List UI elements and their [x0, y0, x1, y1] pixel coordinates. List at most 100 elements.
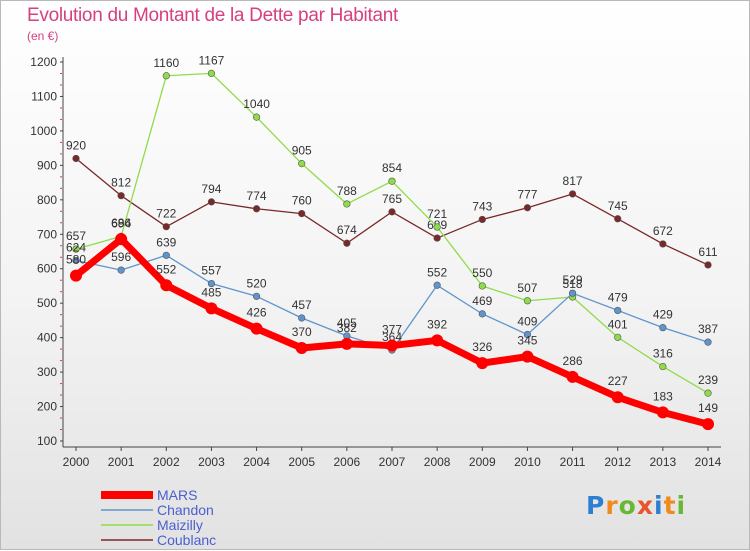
- data-point-chandon: [523, 330, 532, 339]
- x-tick-label: 2014: [695, 455, 722, 469]
- data-label-chandon: 429: [653, 308, 673, 322]
- y-tick-label: 500: [37, 296, 57, 310]
- x-tick-label: 2011: [560, 455, 586, 469]
- data-point-mars: [115, 233, 128, 246]
- data-label-maizilly: 1167: [199, 53, 225, 67]
- data-point-maizilly: [523, 297, 532, 305]
- data-point-coublanc: [298, 210, 306, 218]
- data-point-chandon: [478, 310, 486, 318]
- data-label-coublanc: 794: [201, 182, 221, 196]
- data-point-mars: [386, 339, 398, 352]
- data-label-mars: 227: [608, 374, 628, 388]
- data-point-chandon: [162, 251, 170, 259]
- data-point-chandon: [568, 289, 577, 297]
- data-point-mars: [70, 269, 82, 282]
- data-point-coublanc: [523, 204, 532, 212]
- data-label-coublanc: 817: [563, 174, 583, 188]
- data-point-mars: [611, 391, 624, 404]
- data-label-coublanc: 743: [472, 199, 492, 213]
- data-point-chandon: [704, 338, 712, 346]
- data-label-chandon: 552: [427, 265, 447, 279]
- data-label-maizilly: 1160: [153, 56, 179, 70]
- data-point-maizilly: [478, 282, 486, 290]
- data-point-coublanc: [704, 261, 712, 269]
- data-point-mars: [566, 370, 579, 383]
- y-tick-label: 1100: [31, 89, 57, 103]
- data-label-coublanc: 611: [698, 245, 717, 259]
- data-label-coublanc: 812: [111, 176, 131, 190]
- x-tick-label: 2003: [198, 455, 225, 469]
- data-label-chandon: 520: [247, 276, 267, 290]
- data-point-chandon: [433, 281, 441, 289]
- data-label-maizilly: 1040: [243, 97, 270, 111]
- data-label-chandon: 529: [563, 273, 583, 287]
- y-tick-label: 100: [37, 434, 57, 448]
- legend-label-chandon: Chandon: [157, 502, 214, 518]
- x-tick-label: 2004: [243, 455, 270, 469]
- data-point-coublanc: [659, 240, 667, 248]
- data-label-chandon: 364: [382, 330, 402, 344]
- data-label-chandon: 624: [66, 240, 86, 254]
- legend-label-mars: MARS: [157, 487, 197, 503]
- data-label-mars: 286: [563, 354, 583, 368]
- data-label-mars: 326: [472, 340, 492, 354]
- proxiti-logo: Proxiti: [586, 491, 687, 520]
- data-label-maizilly: 507: [517, 281, 537, 295]
- x-tick-label: 2013: [650, 455, 677, 469]
- data-point-chandon: [252, 292, 261, 300]
- data-point-coublanc: [72, 154, 80, 163]
- data-point-maizilly: [162, 72, 170, 80]
- y-tick-label: 300: [37, 365, 57, 379]
- data-point-chandon: [298, 314, 306, 322]
- data-point-coublanc: [343, 239, 351, 247]
- data-point-maizilly: [388, 177, 396, 185]
- data-point-maizilly: [252, 113, 261, 121]
- data-label-maizilly: 316: [653, 347, 673, 361]
- data-point-coublanc: [207, 198, 216, 206]
- data-point-maizilly: [207, 69, 216, 77]
- data-label-maizilly: 550: [472, 266, 492, 280]
- x-tick-label: 2012: [604, 455, 631, 469]
- data-point-chandon: [659, 324, 667, 332]
- data-point-coublanc: [433, 234, 441, 242]
- data-point-mars: [340, 337, 353, 350]
- data-label-mars: 377: [382, 323, 402, 337]
- data-label-mars: 392: [427, 317, 447, 331]
- data-point-mars: [702, 418, 714, 431]
- data-label-maizilly: 401: [608, 317, 628, 331]
- data-label-maizilly: 854: [382, 161, 402, 175]
- data-point-coublanc: [478, 215, 486, 224]
- data-point-chandon: [72, 256, 80, 265]
- data-point-maizilly: [72, 245, 80, 253]
- x-tick-label: 2000: [63, 455, 90, 469]
- y-tick-label: 600: [37, 262, 57, 276]
- data-label-mars: 382: [337, 321, 357, 335]
- x-tick-label: 2007: [379, 455, 406, 469]
- data-point-mars: [656, 406, 669, 419]
- data-label-coublanc: 774: [247, 189, 267, 203]
- data-point-coublanc: [568, 190, 577, 198]
- data-point-mars: [521, 350, 534, 363]
- data-point-coublanc: [117, 192, 125, 200]
- y-tick-label: 800: [37, 193, 57, 207]
- y-tick-label: 1200: [30, 55, 57, 69]
- legend-label-coublanc: Coublanc: [157, 532, 216, 548]
- data-point-maizilly: [433, 223, 441, 231]
- x-tick-label: 2005: [288, 455, 315, 469]
- data-label-mars: 686: [111, 216, 131, 230]
- x-tick-label: 2009: [469, 455, 496, 469]
- data-label-coublanc: 674: [337, 223, 357, 237]
- y-tick-label: 900: [37, 158, 57, 172]
- data-point-maizilly: [704, 389, 712, 397]
- data-point-coublanc: [252, 205, 261, 213]
- y-tick-label: 1000: [30, 124, 57, 138]
- data-label-maizilly: 788: [337, 184, 357, 198]
- data-label-mars: 485: [201, 285, 221, 299]
- data-label-coublanc: 745: [608, 199, 628, 213]
- data-label-chandon: 639: [156, 235, 176, 249]
- x-tick-label: 2008: [424, 455, 451, 469]
- data-label-coublanc: 722: [156, 207, 176, 221]
- y-tick-label: 200: [37, 400, 57, 414]
